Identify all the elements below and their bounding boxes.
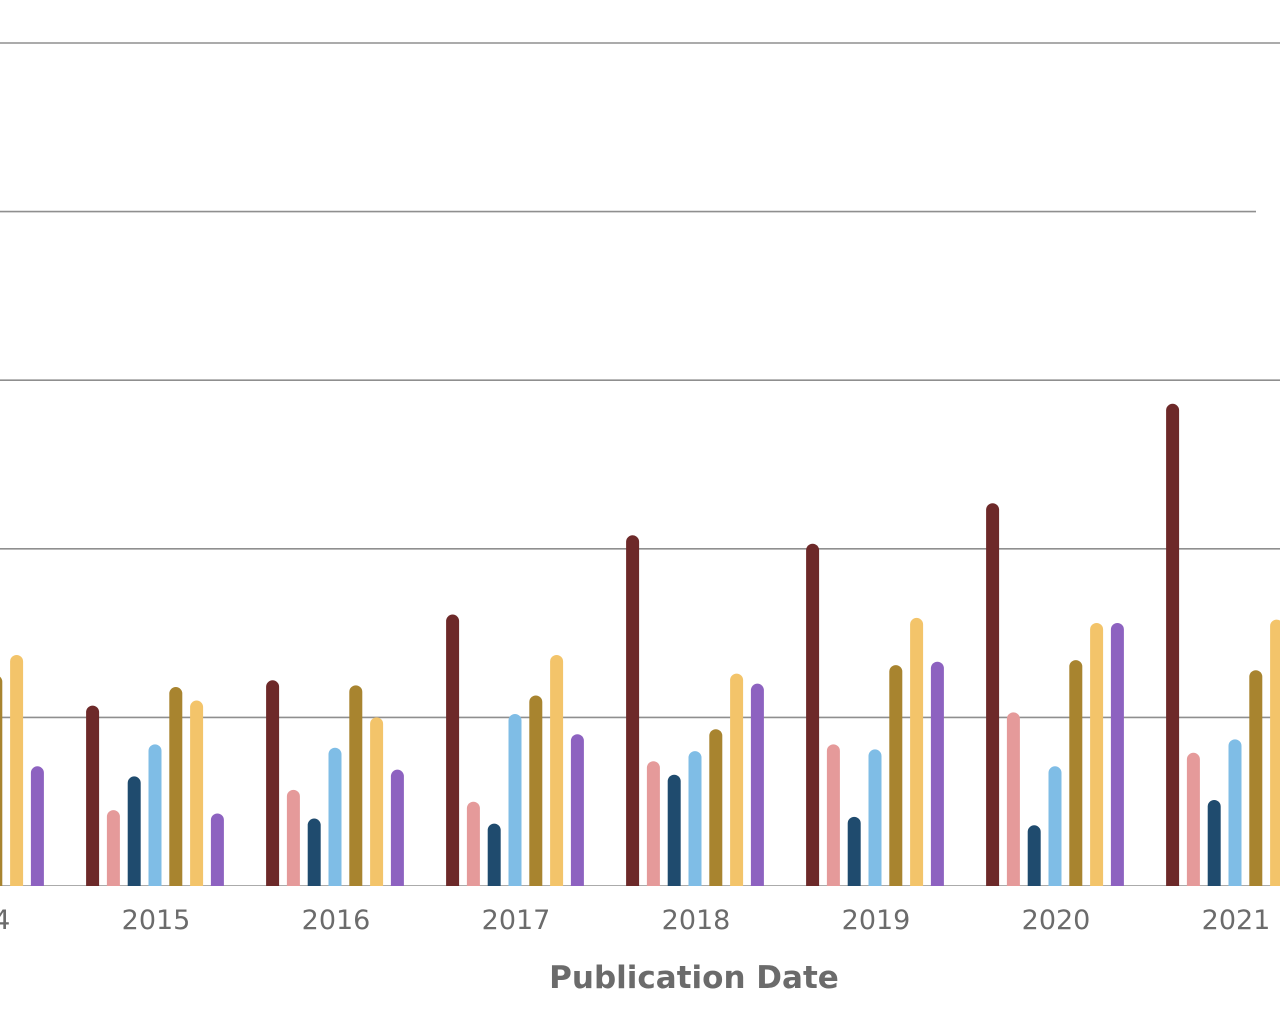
bar-2020-series-3 [1027,825,1041,892]
bar-2018-series-4 [688,751,702,892]
bar-2015-series-3 [127,776,141,892]
bar-2020-series-5 [1069,660,1083,892]
bar-2017-series-3 [487,823,501,892]
bar-2017-series-5 [529,695,543,892]
bar-2016-series-5 [349,685,363,892]
bar-2014-series-6 [10,655,24,892]
bar-2020-series-7 [1110,622,1124,892]
bar-2018-series-2 [646,761,660,892]
baseline-mask [0,886,1280,896]
bar-2014-series-5 [0,676,3,891]
bar-2020-series-4 [1048,766,1062,892]
bar-2015-series-2 [106,810,120,892]
bar-2019-series-3 [847,816,861,892]
bar-2016-series-4 [328,747,342,892]
bar-2015-series-6 [190,700,204,892]
bar-2018-series-5 [709,729,723,892]
x-tick-label-2014: 2014 [0,905,10,936]
bar-2017-series-4 [508,714,522,892]
bar-2020-series-2 [1006,712,1020,892]
bar-2021-series-5 [1249,670,1263,892]
bar-2015-series-7 [210,813,224,892]
bar-2021-series-2 [1186,752,1200,892]
x-tick-label-2017: 2017 [482,905,551,936]
bar-2021-series-1 [1166,403,1180,892]
bar-2019-series-2 [826,744,840,892]
bar-2014-series-7 [30,766,44,892]
x-tick-label-2020: 2020 [1022,905,1091,936]
bar-2021-series-4 [1228,739,1242,892]
bar-2016-series-3 [307,818,321,892]
bar-2018-series-1 [626,535,640,892]
bar-2020-series-1 [986,503,1000,892]
bar-2021-series-6 [1270,619,1280,892]
bar-2017-series-6 [550,655,564,892]
bar-2017-series-7 [570,734,584,892]
bar-2019-series-1 [806,543,820,892]
bar-2016-series-6 [370,717,384,892]
x-tick-label-2019: 2019 [842,905,911,936]
bars [0,403,1280,896]
bar-2016-series-7 [390,769,404,892]
bar-2018-series-7 [750,683,764,892]
bar-2019-series-5 [889,665,903,892]
bar-2019-series-7 [930,661,944,892]
bar-2016-series-2 [286,789,300,892]
bar-2020-series-6 [1090,622,1104,892]
x-tick-label-2016: 2016 [302,905,371,936]
x-tick-label-2015: 2015 [122,905,191,936]
bar-2015-series-1 [86,705,100,892]
bar-2015-series-5 [169,687,183,892]
bar-2015-series-4 [148,744,162,892]
bar-2017-series-2 [466,801,480,892]
bar-2018-series-6 [730,673,744,892]
bar-2017-series-1 [446,614,460,892]
bar-2019-series-6 [910,617,924,892]
bar-2019-series-4 [868,749,882,892]
x-tick-label-2018: 2018 [662,905,731,936]
x-tick-labels: 2014 2015 2016 2017 2018 2019 2020 2021 [0,905,1270,936]
x-tick-label-2021: 2021 [1202,905,1271,936]
bar-2021-series-3 [1207,800,1221,892]
bar-2018-series-3 [667,774,681,892]
x-axis-title: Publication Date [549,960,839,996]
bar-2016-series-1 [266,680,280,892]
